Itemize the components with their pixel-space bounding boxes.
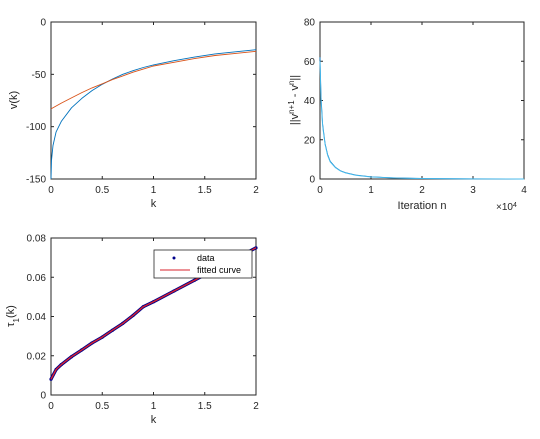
y-axis-label: v(k) [8, 91, 20, 109]
x-tick-label: 1 [368, 185, 374, 196]
legend: data fitted curve [153, 249, 253, 279]
y-tick-label: 80 [304, 18, 316, 29]
x-tick-label: 1 [151, 185, 157, 196]
series-1-line [319, 61, 525, 180]
y-tick-label: 0 [309, 175, 315, 186]
x-ticks: 0 0.5 1 1.5 2 [48, 238, 259, 412]
y-tick-label: 0.04 [27, 312, 47, 323]
plot-area [319, 21, 525, 180]
x-exponent-label: ×104 [496, 202, 517, 214]
x-tick-label: 1 [151, 401, 157, 412]
x-tick-label: 1.5 [198, 185, 212, 196]
y-tick-label: 40 [304, 96, 316, 107]
y-ticks: 0 0.02 0.04 0.06 0.08 [27, 234, 256, 402]
y-tick-label: 0 [40, 391, 46, 402]
x-tick-label: 0 [48, 185, 54, 196]
legend-data-marker [172, 256, 176, 260]
y-tick-label: -50 [32, 70, 47, 81]
x-axis-label: Iteration n [398, 200, 447, 212]
y-ticks: 0 -50 -100 -150 [26, 18, 256, 186]
plot-lines [319, 57, 525, 180]
y-tick-label: 0.08 [27, 234, 47, 245]
value-function-panel: 0 0.5 1 1.5 2 0 -50 -100 -150 k v(k) [8, 18, 259, 211]
x-tick-label: 0.5 [95, 185, 109, 196]
convergence-panel: 0 1 2 3 4 0 20 40 60 80 Iteration n ||vn+1 - vn|… [287, 18, 528, 214]
y-tick-label: 0.06 [27, 273, 47, 284]
x-tick-label: 0.5 [95, 401, 109, 412]
y-axis-label: ||vn+1 - vn|| [287, 75, 302, 125]
tau-panel: 0 0.5 1 1.5 2 0 0.02 0.04 0.06 0.08 k τ1(k) data… [5, 234, 259, 427]
x-tick-label: 1.5 [198, 401, 212, 412]
plot-lines [50, 49, 257, 180]
x-tick-label: 2 [419, 185, 425, 196]
y-axis-label: τ1(k) [5, 305, 21, 327]
x-tick-label: 2 [253, 401, 259, 412]
y-tick-label: -150 [26, 175, 46, 186]
legend-fitted-label: fitted curve [197, 265, 241, 275]
series-0-line [50, 49, 257, 180]
x-tick-label: 4 [521, 185, 527, 196]
plot-area [50, 21, 257, 180]
legend-box [153, 249, 253, 279]
x-tick-label: 0 [317, 185, 323, 196]
series-1-line [50, 50, 257, 110]
x-ticks: 0 0.5 1 1.5 2 [48, 22, 259, 196]
x-axis-label: k [151, 198, 157, 210]
y-tick-label: 0.02 [27, 351, 47, 362]
legend-data-label: data [197, 253, 215, 263]
y-tick-label: 20 [304, 135, 316, 146]
y-tick-label: 0 [40, 18, 46, 29]
y-ticks: 0 20 40 60 80 [304, 18, 524, 186]
x-tick-label: 2 [253, 185, 259, 196]
y-tick-label: 60 [304, 57, 316, 68]
x-tick-label: 0 [48, 401, 54, 412]
x-axis-label: k [151, 414, 157, 426]
y-tick-label: -100 [26, 122, 46, 133]
x-tick-label: 3 [470, 185, 476, 196]
